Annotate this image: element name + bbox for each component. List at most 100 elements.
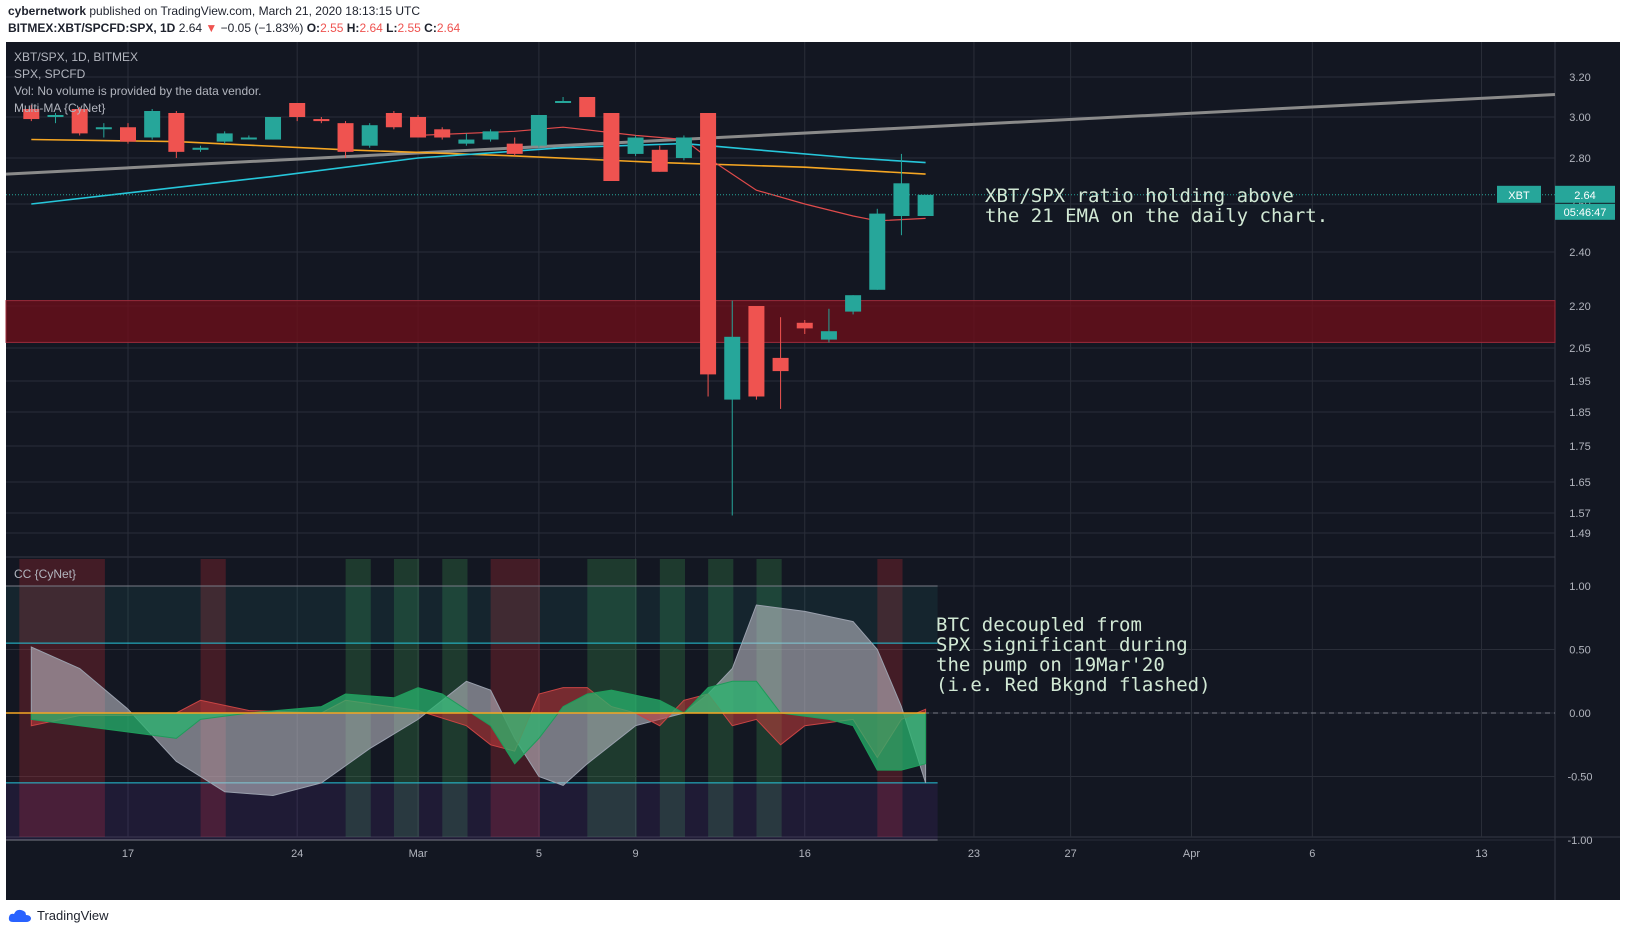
legend-cc-indicator[interactable]: CC {CyNet} — [14, 567, 77, 581]
x-tick-label: 17 — [122, 848, 134, 860]
tradingview-brand[interactable]: TradingView — [37, 908, 109, 923]
candle-body — [385, 113, 402, 128]
close-label: C: — [424, 21, 437, 35]
chart-canvas[interactable]: 3.203.002.802.602.402.202.051.951.851.75… — [0, 42, 1627, 900]
candle-body — [506, 143, 523, 154]
signal-band — [200, 559, 226, 837]
candle-body — [796, 322, 813, 329]
y-tick-label: 2.05 — [1569, 343, 1590, 355]
y-tick-label: 0.00 — [1569, 708, 1590, 720]
price-change: −0.05 (−1.83%) — [220, 21, 304, 35]
candle-body — [23, 109, 40, 120]
y-tick-label: 1.95 — [1569, 376, 1590, 388]
candle-body — [144, 111, 161, 138]
cc-green-area — [30, 680, 927, 771]
candle-body — [192, 147, 209, 150]
candle-body — [627, 137, 644, 154]
low-value: 2.55 — [397, 21, 421, 35]
x-tick-label: 16 — [799, 848, 811, 860]
candle-body — [337, 123, 354, 152]
candle-body — [845, 295, 862, 312]
x-tick-label: 27 — [1065, 848, 1077, 860]
y-tick-label: 0.50 — [1569, 645, 1590, 657]
y-tick-label: 3.00 — [1569, 112, 1590, 124]
candle-body — [482, 131, 499, 140]
legend-volume[interactable]: Vol: No volume is provided by the data v… — [14, 84, 262, 98]
candles — [23, 97, 934, 516]
low-label: L: — [386, 21, 398, 35]
legend-source[interactable]: SPX, SPCFD — [14, 67, 86, 81]
y-tick-label: 1.85 — [1569, 407, 1590, 419]
candle-body — [71, 109, 88, 134]
open-label: O: — [306, 21, 321, 35]
y-tick-label: 1.57 — [1569, 508, 1590, 520]
candle-body — [361, 125, 378, 146]
price-tag-label: 2.64 — [1574, 190, 1595, 202]
annotation-main: XBT/SPX ratio holding above the 21 EMA o… — [985, 185, 1329, 227]
last-price: 2.64 — [178, 21, 203, 35]
candle-body — [265, 117, 282, 140]
legend-symbol[interactable]: XBT/SPX, 1D, BITMEX — [14, 50, 139, 64]
y-tick-label: 1.65 — [1569, 477, 1590, 489]
publisher-name[interactable]: cybernetwork — [8, 4, 87, 18]
down-arrow-icon: ▼ — [205, 21, 218, 35]
candle-body — [47, 115, 64, 117]
candle-body — [555, 101, 572, 103]
candle-body — [289, 103, 306, 117]
tradingview-cloud-icon — [8, 909, 31, 922]
candle-body — [748, 306, 765, 397]
legend-multi-ma[interactable]: Multi-MA {CyNet} — [14, 101, 106, 115]
countdown-tag — [1555, 203, 1615, 220]
candle-body — [869, 213, 886, 290]
symbol-tag-label: XBT — [1508, 190, 1530, 202]
y-tick-label: 1.49 — [1569, 528, 1590, 540]
close-value: 2.64 — [436, 21, 461, 35]
countdown-label: 05:46:47 — [1564, 207, 1607, 219]
symbol-line: BITMEX:XBT/SPCFD:SPX, 1D — [8, 21, 176, 35]
candle-body — [820, 331, 837, 340]
candle-body — [410, 117, 427, 138]
ema-cyan-line — [31, 142, 926, 205]
x-tick-label: Mar — [409, 848, 428, 860]
y-tick-label: 3.20 — [1569, 72, 1590, 84]
y-tick-label: 2.20 — [1569, 301, 1590, 313]
y-tick-label: -0.50 — [1567, 772, 1592, 784]
x-tick-label: 13 — [1475, 848, 1487, 860]
y-tick-label: 1.75 — [1569, 441, 1590, 453]
chart-header: cybernetwork published on TradingView.co… — [8, 3, 460, 37]
y-tick-label: 2.80 — [1569, 153, 1590, 165]
symbol-tag — [1497, 185, 1541, 203]
signal-band — [490, 559, 540, 837]
candle-body — [724, 336, 741, 400]
x-tick-label: 9 — [633, 848, 639, 860]
candle-body — [240, 137, 257, 140]
candle-body — [434, 129, 451, 138]
candle-body — [458, 139, 475, 144]
published-text: published on TradingView.com, March 21, … — [86, 4, 421, 18]
indicator-background-bands — [6, 559, 1555, 841]
x-tick-label: 6 — [1309, 848, 1315, 860]
x-tick-label: 23 — [968, 848, 980, 860]
candle-body — [168, 113, 185, 152]
candle-body — [603, 113, 620, 181]
y-tick-label: 2.40 — [1569, 247, 1590, 259]
x-tick-label: 5 — [536, 848, 542, 860]
candle-body — [120, 127, 136, 142]
candle-body — [95, 127, 112, 130]
price-tag — [1555, 185, 1615, 203]
cc-indicator — [6, 604, 927, 797]
x-tick-label: 24 — [291, 848, 303, 860]
candle-body — [917, 194, 934, 216]
candle-body — [700, 113, 717, 375]
candle-body — [313, 119, 330, 122]
candle-body — [216, 133, 233, 142]
candle-body — [675, 137, 692, 158]
ohlc-line: BITMEX:XBT/SPCFD:SPX, 1D 2.64 ▼ −0.05 (−… — [8, 20, 460, 37]
y-tick-label: 1.00 — [1569, 581, 1590, 593]
footer: TradingView — [8, 908, 109, 923]
candle-body — [530, 115, 547, 146]
axes: 3.203.002.802.602.402.202.051.951.851.75… — [122, 72, 1615, 860]
y-tick-label: -1.00 — [1567, 835, 1592, 847]
trendline — [5, 93, 1556, 176]
candle-body — [772, 357, 789, 372]
